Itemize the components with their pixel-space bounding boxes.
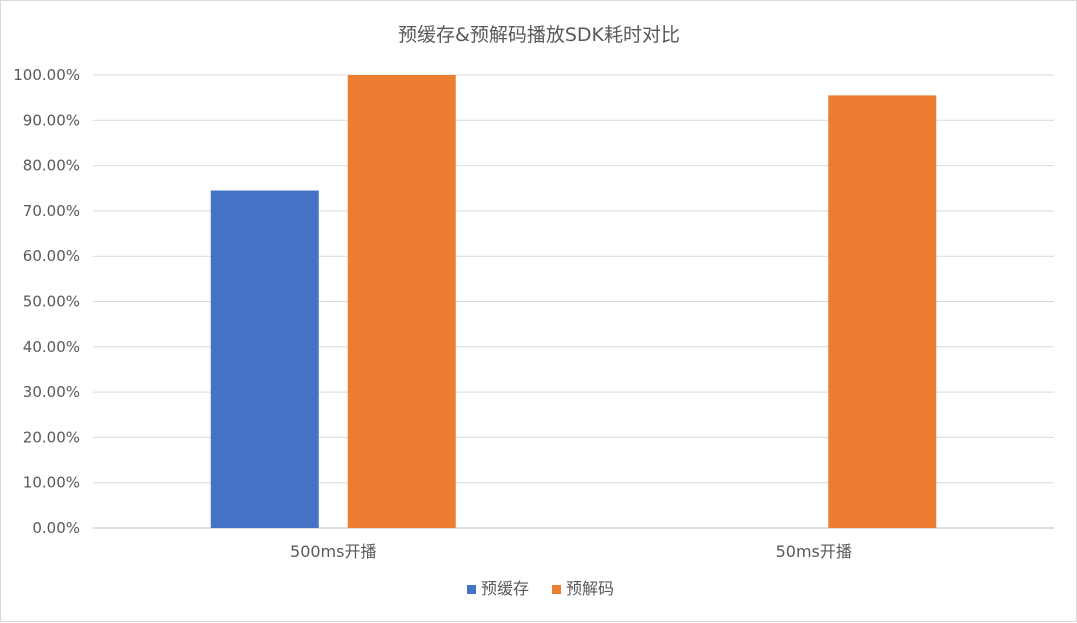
y-tick-label: 90.00%: [23, 111, 80, 129]
x-category-label: 500ms开播: [290, 542, 376, 561]
y-tick-label: 60.00%: [23, 247, 80, 265]
y-tick-label: 30.00%: [23, 383, 80, 401]
y-tick-label: 70.00%: [23, 202, 80, 220]
y-tick-label: 40.00%: [23, 338, 80, 356]
legend-swatch: [552, 585, 561, 594]
y-tick-label: 20.00%: [23, 428, 80, 446]
y-tick-label: 80.00%: [23, 157, 80, 175]
y-tick-label: 10.00%: [23, 474, 80, 492]
y-tick-label: 50.00%: [23, 293, 80, 311]
chart-title: 预缓存&预解码播放SDK耗时对比: [398, 24, 680, 46]
bar-预解码-500ms开播[interactable]: [347, 75, 456, 528]
bars: [210, 75, 937, 528]
x-axis-labels: 500ms开播 50ms开播: [290, 542, 852, 561]
legend-swatch: [467, 585, 476, 594]
legend-label: 预解码: [566, 579, 614, 598]
x-category-label: 50ms开播: [776, 542, 852, 561]
y-axis-ticks: 0.00% 10.00% 20.00% 30.00% 40.00% 50.00% 60.00…: [13, 66, 80, 537]
bar-预缓存-500ms开播[interactable]: [210, 190, 319, 528]
y-tick-label: 100.00%: [13, 66, 80, 84]
legend: 预缓存 预解码: [467, 579, 614, 598]
bar-预解码-50ms开播[interactable]: [828, 95, 937, 528]
legend-label: 预缓存: [481, 579, 529, 598]
y-tick-label: 0.00%: [32, 519, 80, 537]
